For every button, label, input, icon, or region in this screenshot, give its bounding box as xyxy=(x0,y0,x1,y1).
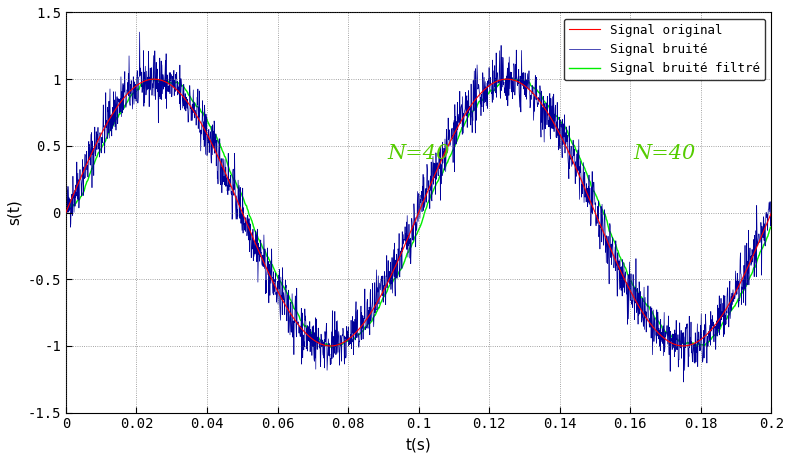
Signal bruité xyxy=(404,241,414,246)
Signal bruité xyxy=(766,220,776,225)
Signal bruité xyxy=(747,253,756,258)
Signal bruité filtré xyxy=(747,271,756,277)
Signal bruité xyxy=(679,379,688,385)
Signal bruité filtré xyxy=(327,345,337,351)
Line: Signal bruité filtré: Signal bruité filtré xyxy=(66,78,771,348)
Signal bruité filtré xyxy=(618,259,627,264)
Signal bruité filtré xyxy=(97,144,107,150)
X-axis label: t(s): t(s) xyxy=(406,437,432,452)
Signal original xyxy=(386,274,396,279)
Signal bruité xyxy=(135,29,145,35)
Signal original xyxy=(766,210,776,215)
Text: N=40: N=40 xyxy=(387,144,449,163)
Signal original xyxy=(747,256,756,261)
Legend: Signal original, Signal bruité, Signal bruité filtré: Signal original, Signal bruité, Signal b… xyxy=(564,19,765,80)
Signal original xyxy=(149,76,159,82)
Line: Signal original: Signal original xyxy=(66,79,771,346)
Signal original xyxy=(97,130,107,135)
Signal bruité xyxy=(97,134,107,140)
Signal bruité filtré xyxy=(386,281,396,287)
Signal bruité xyxy=(747,260,756,266)
Signal original xyxy=(61,210,70,215)
Signal original xyxy=(617,271,626,276)
Signal bruité filtré xyxy=(747,272,756,277)
Signal original xyxy=(679,343,688,349)
Line: Signal bruité: Signal bruité xyxy=(66,32,771,382)
Y-axis label: s(t): s(t) xyxy=(7,200,22,225)
Signal original xyxy=(747,257,756,262)
Signal bruité filtré xyxy=(766,224,776,230)
Signal bruité xyxy=(61,203,70,209)
Signal original xyxy=(404,232,414,237)
Signal bruité filtré xyxy=(61,203,70,209)
Signal bruité filtré xyxy=(404,246,414,252)
Signal bruité xyxy=(617,271,626,277)
Signal bruité filtré xyxy=(505,76,515,81)
Text: N=40: N=40 xyxy=(634,144,696,163)
Signal bruité xyxy=(386,259,396,265)
